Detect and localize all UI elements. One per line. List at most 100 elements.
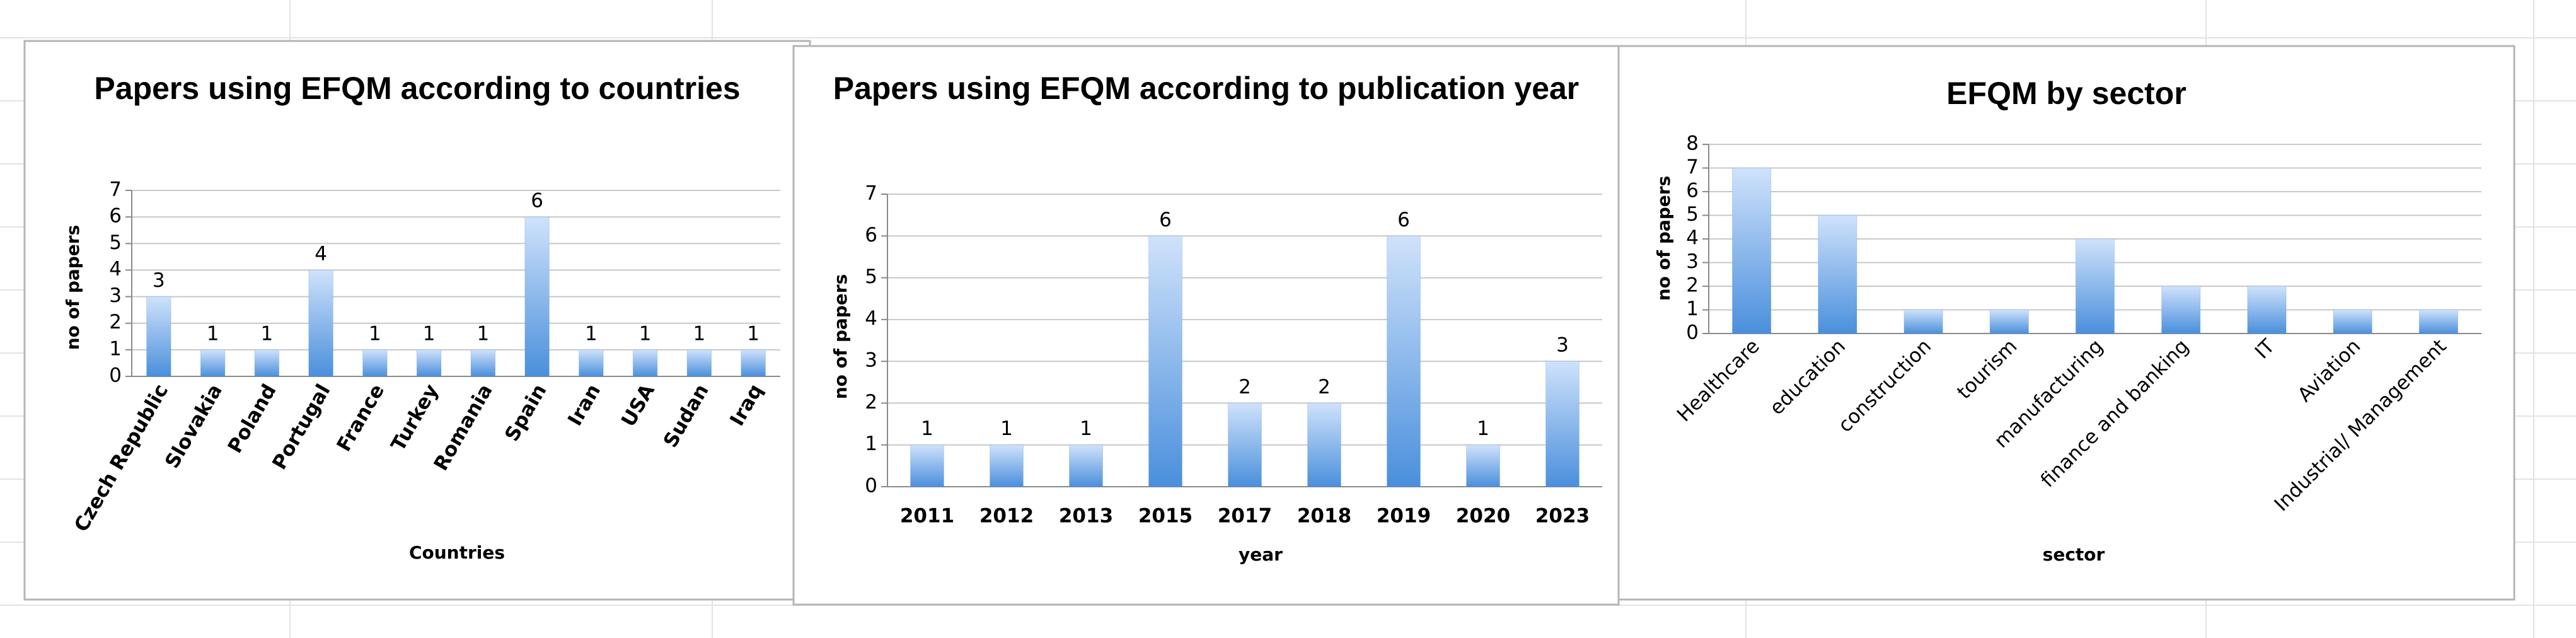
bar	[990, 444, 1024, 487]
y-tick-label: 4	[1686, 227, 1699, 250]
bar	[1307, 402, 1341, 487]
x-axis-title: sector	[2043, 544, 2105, 565]
x-tick-label: 2013	[1059, 505, 1113, 528]
y-tick-label: 7	[109, 178, 122, 201]
x-tick-label: 2011	[900, 505, 954, 528]
y-axis-title: no of papers	[62, 225, 83, 351]
data-label: 1	[693, 322, 706, 345]
data-label: 1	[207, 322, 219, 345]
x-tick-label: 2012	[979, 505, 1034, 528]
y-tick-label: 8	[1686, 132, 1699, 155]
y-tick-label: 3	[1686, 250, 1699, 273]
bar	[308, 269, 333, 377]
chart: Papers using EFQM according to publicati…	[792, 45, 1620, 606]
bar	[470, 349, 496, 377]
bar	[2075, 238, 2115, 334]
x-tick-label: 2023	[1535, 505, 1590, 528]
data-label: 1	[369, 322, 381, 345]
data-label: 1	[639, 322, 652, 345]
y-tick-label: 0	[109, 364, 122, 387]
x-tick-label: 2017	[1218, 505, 1272, 528]
y-tick-label: 0	[865, 475, 877, 497]
x-axis-title: Countries	[409, 542, 505, 563]
bar	[416, 349, 442, 377]
x-tick-label: 2015	[1138, 505, 1193, 528]
data-label: 6	[531, 190, 543, 212]
bar	[1148, 235, 1182, 487]
data-label: 6	[1397, 209, 1410, 231]
bar	[1069, 444, 1103, 487]
chart-title-box: Papers using EFQM according to publicati…	[833, 71, 1580, 106]
bar	[1387, 235, 1421, 487]
data-label: 3	[153, 269, 165, 292]
data-label: 3	[1556, 334, 1569, 357]
data-label: 2	[1239, 376, 1251, 398]
bar	[632, 349, 658, 377]
y-tick-label: 5	[109, 231, 122, 254]
data-label: 1	[423, 322, 436, 345]
bar	[2418, 310, 2459, 334]
y-tick-label: 2	[865, 391, 877, 414]
data-label: 1	[747, 322, 760, 345]
bar	[2247, 286, 2287, 334]
bar	[1989, 310, 2029, 334]
y-tick-label: 5	[865, 265, 877, 288]
bar	[362, 349, 388, 377]
bar	[1545, 361, 1580, 487]
data-label: 1	[261, 322, 274, 345]
y-tick-label: 5	[1686, 203, 1699, 226]
bar	[1818, 215, 1857, 334]
chart-title-box: EFQM by sector	[1946, 76, 2186, 111]
bar	[1731, 168, 1772, 334]
y-tick-label: 4	[109, 258, 122, 281]
y-tick-label: 1	[1686, 298, 1699, 320]
y-tick-label: 6	[865, 224, 877, 246]
x-tick-label: 2018	[1297, 505, 1351, 528]
chart-title: Papers using EFQM according to publicati…	[833, 71, 1580, 106]
chart-title-box: Papers using EFQM according to countries	[94, 71, 741, 106]
bar	[200, 349, 226, 377]
y-axis-title: no of papers	[1653, 176, 1674, 301]
y-axis-title: no of papers	[830, 274, 851, 400]
chart-frame	[792, 45, 1620, 606]
y-tick-label: 2	[1686, 274, 1699, 297]
bar	[741, 349, 766, 377]
bar	[524, 216, 550, 377]
bar	[1228, 402, 1262, 487]
y-tick-label: 2	[109, 311, 122, 334]
y-tick-label: 4	[865, 307, 877, 330]
y-tick-label: 3	[109, 284, 122, 307]
data-label: 1	[921, 417, 933, 440]
bar	[686, 349, 712, 377]
y-tick-label: 1	[109, 337, 122, 360]
y-tick-label: 1	[865, 432, 877, 455]
x-tick-label: 2019	[1377, 505, 1431, 528]
bar	[2333, 310, 2372, 334]
data-label: 1	[1477, 417, 1489, 440]
data-label: 1	[585, 322, 598, 345]
data-label: 4	[315, 243, 327, 265]
y-tick-label: 6	[109, 205, 122, 228]
y-tick-label: 3	[865, 349, 877, 372]
bar	[146, 296, 171, 377]
x-tick-label: 2020	[1456, 505, 1510, 528]
chart-title: EFQM by sector	[1946, 76, 2186, 111]
chart-title: Papers using EFQM according to countries	[94, 71, 741, 106]
data-label: 6	[1159, 209, 1172, 231]
bar	[579, 349, 604, 377]
data-label: 1	[1080, 417, 1092, 440]
bar	[1903, 310, 1943, 334]
data-label: 2	[1318, 376, 1331, 398]
chart: Papers using EFQM according to countries…	[23, 40, 811, 601]
y-tick-label: 7	[1686, 156, 1699, 178]
y-tick-label: 0	[1686, 322, 1699, 344]
bar	[2161, 286, 2201, 334]
bar	[910, 444, 944, 487]
bar	[254, 349, 280, 377]
data-label: 1	[1000, 417, 1013, 440]
y-tick-label: 6	[1686, 180, 1699, 202]
bar	[1466, 444, 1500, 487]
data-label: 1	[477, 322, 490, 345]
